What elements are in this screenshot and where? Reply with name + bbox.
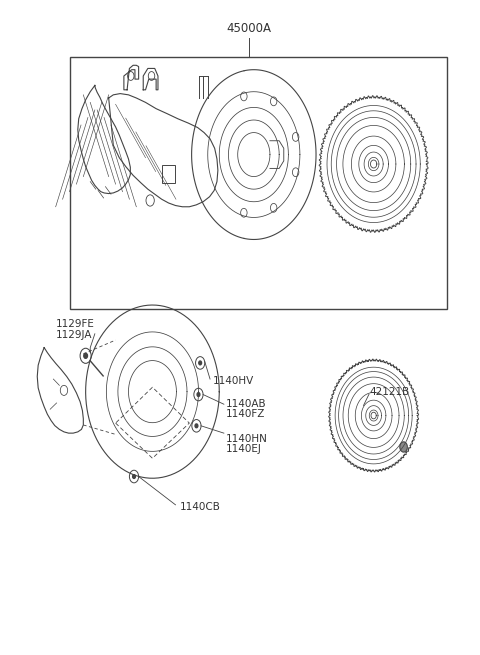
Circle shape: [199, 361, 202, 365]
Bar: [162, 165, 175, 183]
Circle shape: [84, 353, 87, 358]
Circle shape: [400, 442, 407, 452]
Circle shape: [195, 424, 198, 428]
Text: 45000A: 45000A: [227, 22, 272, 35]
Text: 1129FE: 1129FE: [56, 320, 95, 329]
Circle shape: [132, 475, 135, 478]
Text: 1140CB: 1140CB: [180, 502, 221, 512]
Circle shape: [197, 392, 200, 396]
Text: 1140HV: 1140HV: [212, 376, 253, 386]
Text: 1140FZ: 1140FZ: [226, 409, 265, 419]
Bar: [70, 57, 447, 309]
Text: 1140AB: 1140AB: [226, 399, 267, 409]
Text: 1140EJ: 1140EJ: [226, 445, 262, 455]
Text: 1129JA: 1129JA: [56, 330, 92, 340]
Text: 1140HN: 1140HN: [226, 434, 268, 445]
Text: 42121B: 42121B: [369, 386, 409, 397]
